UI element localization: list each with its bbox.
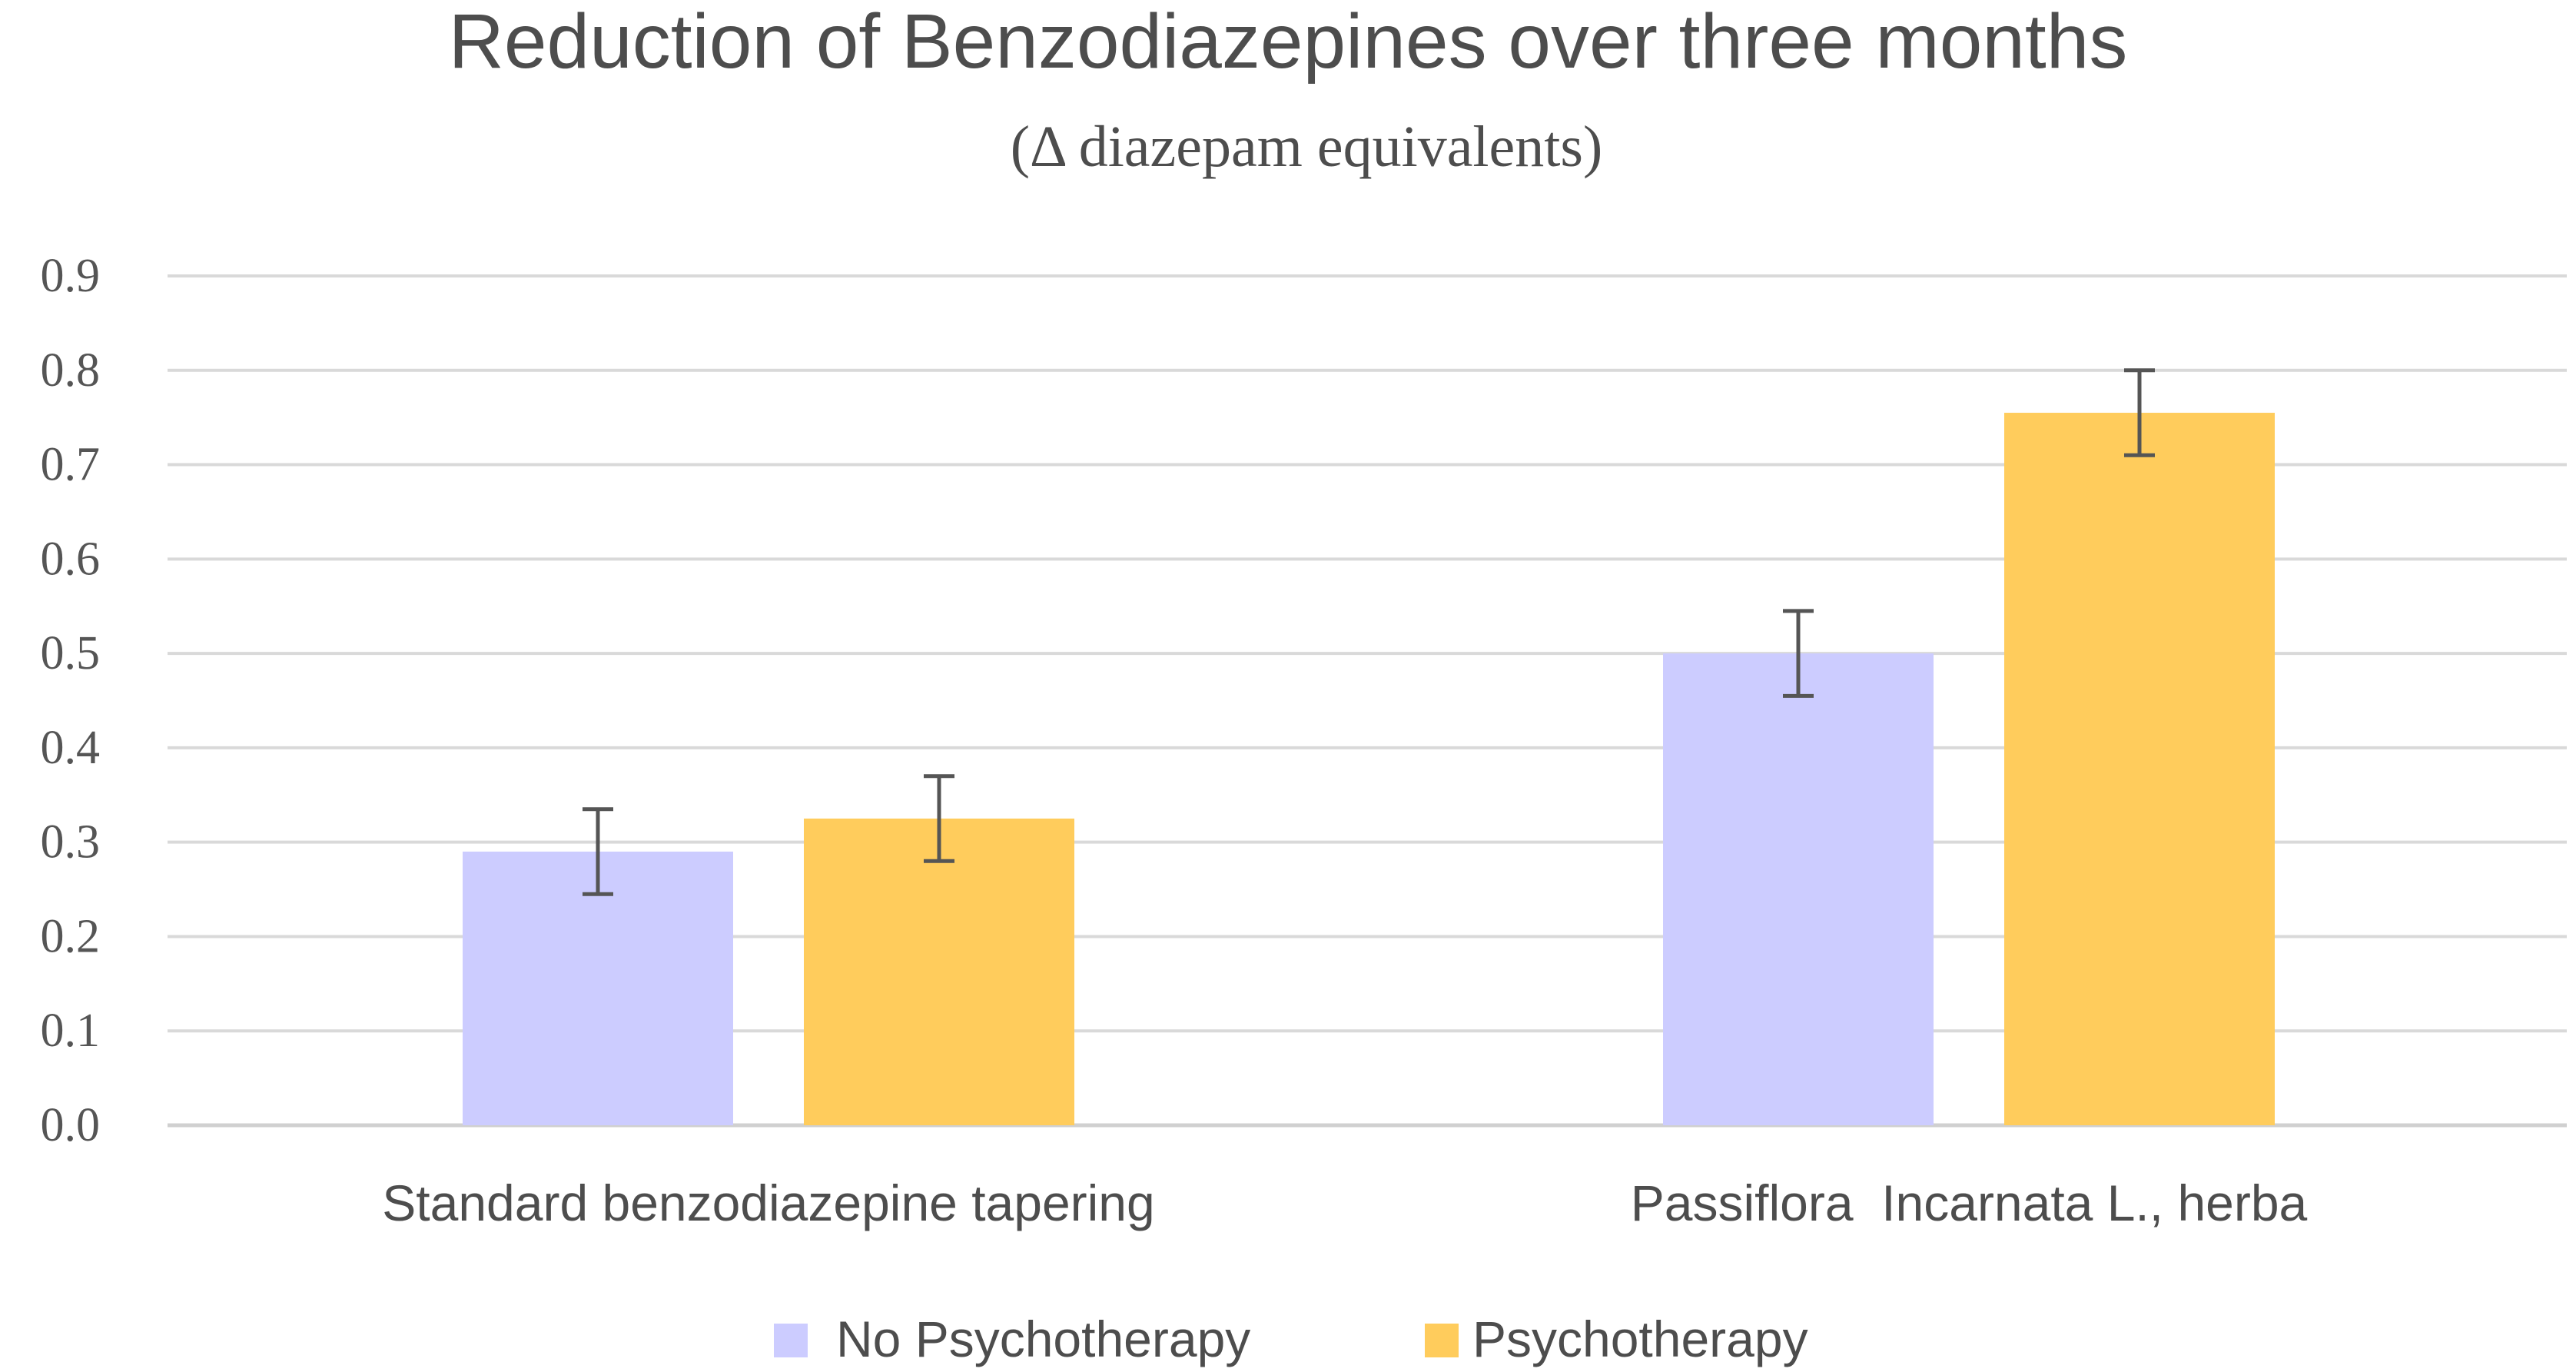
legend-label: Psychotherapy: [1472, 1311, 1808, 1367]
y-tick-label: 0.6: [41, 533, 101, 585]
x-category-label: Standard benzodiazepine tapering: [382, 1174, 1154, 1231]
bar: [2004, 413, 2275, 1125]
y-axis-ticks: 0.0 0.1 0.2 0.3 0.4 0.5 0.6 0.7 0.8 0.9: [41, 250, 101, 1151]
y-tick-label: 0.1: [41, 1005, 101, 1057]
legend-label: No Psychotherapy: [836, 1311, 1250, 1367]
error-bars: [583, 368, 2155, 896]
x-axis-categories: Standard benzodiazepine tapering Passiflo…: [382, 1174, 2307, 1231]
y-tick-label: 0.9: [41, 250, 101, 302]
bar: [804, 818, 1074, 1125]
chart-subtitle: (Δ diazepam equivalents): [1011, 115, 1603, 179]
bar: [1663, 653, 1934, 1125]
bar: [463, 851, 733, 1125]
y-tick-label: 0.8: [41, 344, 101, 397]
y-tick-label: 0.5: [41, 627, 101, 679]
y-tick-label: 0.7: [41, 439, 101, 491]
bars: [463, 413, 2275, 1125]
legend-swatch: [1425, 1324, 1459, 1357]
chart-title: Reduction of Benzodiazepines over three …: [449, 0, 2128, 85]
x-category-label: Passiflora Incarnata L., herba: [1631, 1174, 2308, 1231]
y-tick-label: 0.3: [41, 816, 101, 869]
legend-swatch: [774, 1324, 808, 1357]
y-tick-label: 0.2: [41, 910, 101, 962]
legend: No Psychotherapy Psychotherapy: [774, 1311, 1808, 1367]
y-tick-label: 0.4: [41, 722, 101, 774]
y-tick-label: 0.0: [41, 1099, 101, 1151]
